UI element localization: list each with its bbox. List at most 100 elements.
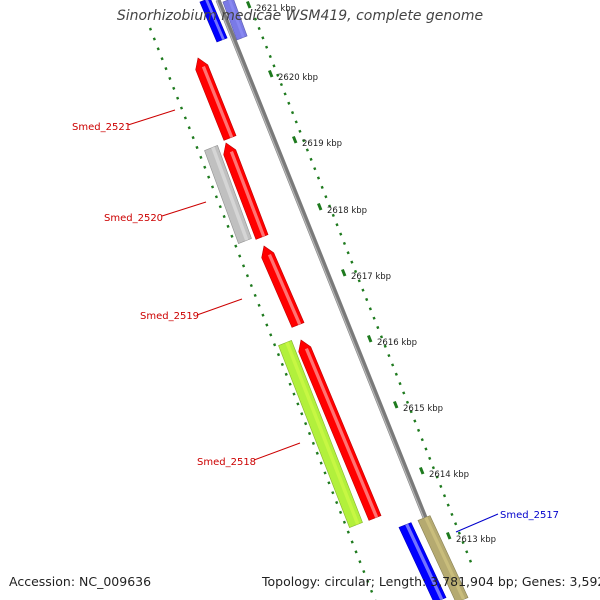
guide-dot: [179, 106, 184, 110]
gene-smed-2517-shine: [405, 523, 444, 600]
scale-tick: [292, 135, 298, 144]
guide-dot: [261, 36, 265, 40]
gene-smed-2521-shine: [201, 66, 234, 138]
guide-dot: [331, 491, 335, 495]
guide-dot: [218, 205, 222, 209]
guide-dot: [383, 344, 387, 348]
guide-dot: [353, 269, 358, 274]
guide-dot: [316, 176, 321, 180]
gene-tan-bottom-body: [417, 515, 469, 600]
scale-tick: [246, 0, 252, 9]
gene-smed-2520-red-body: [223, 142, 269, 240]
guide-dot: [172, 86, 176, 90]
guide-dot: [269, 333, 273, 337]
guide-dot: [346, 530, 350, 534]
gene-features: [195, 0, 469, 600]
scale-tick: [419, 466, 425, 475]
tick-label: 2616 kbp: [377, 338, 417, 348]
guide-dot: [409, 410, 413, 414]
gene-label-leader: [253, 442, 301, 461]
guide-dot: [168, 76, 172, 81]
gene-label[interactable]: Smed_2517: [500, 510, 559, 521]
tick-label: 2619 kbp: [302, 139, 342, 149]
guide-dot: [276, 353, 281, 357]
tick-label: 2613 kbp: [456, 535, 496, 545]
guide-dot: [398, 382, 402, 386]
tick-labels: 2621 kbp 2620 kbp 2619 kbp 2618 kbp 2617 kbp…: [256, 4, 496, 545]
guide-dot: [461, 540, 465, 545]
guide-dot: [214, 195, 218, 199]
gene-smed-2519-body: [261, 245, 305, 328]
gene-smed-2520-red-shine: [229, 151, 266, 237]
guide-dot: [457, 531, 461, 535]
guide-dot: [328, 204, 332, 208]
genome-summary-text: Topology: circular; Length: 3,781,904 bp…: [262, 574, 600, 589]
gene-label-leader: [161, 201, 207, 217]
guide-dot: [276, 73, 280, 77]
gene-label[interactable]: Smed_2521: [72, 122, 131, 133]
tick-label: 2620 kbp: [278, 73, 318, 83]
scale-tick: [393, 400, 399, 409]
guide-dot: [287, 101, 291, 105]
tick-label: 2621 kbp: [256, 4, 296, 14]
guide-dot: [245, 274, 250, 278]
guide-dot: [431, 466, 435, 470]
guide-dot: [279, 82, 283, 87]
gene-top-blue-shine: [205, 0, 225, 40]
guide-dot: [272, 64, 276, 68]
scale-tick: [367, 334, 373, 343]
guide-dot: [156, 47, 160, 51]
gene-smed-2519: [261, 245, 305, 328]
left-guide-track: [148, 27, 377, 600]
guide-dot: [350, 540, 354, 544]
guide-dot: [230, 234, 234, 238]
guide-dot: [435, 475, 439, 479]
guide-dot: [319, 461, 323, 465]
guide-dot: [354, 550, 358, 554]
gene-label[interactable]: Smed_2520: [104, 213, 163, 224]
guide-dot: [294, 120, 298, 124]
guide-dot: [335, 500, 339, 505]
gene-smed-2518-red: [298, 339, 382, 521]
guide-dot: [199, 155, 203, 159]
gene-labels: Smed_2521 Smed_2520 Smed_2519 Smed_2518 Smed…: [72, 109, 559, 533]
gene-smed-2519-shine: [267, 253, 302, 325]
guide-dot: [257, 303, 261, 307]
guide-dot: [465, 550, 469, 554]
guide-dot: [442, 494, 447, 498]
guide-dot: [402, 391, 406, 395]
guide-dot: [148, 27, 153, 31]
guide-dot: [292, 392, 296, 396]
guide-dot: [370, 589, 374, 593]
guide-dot: [261, 313, 265, 317]
guide-dot: [413, 419, 417, 423]
guide-dot: [420, 438, 424, 442]
guide-dot: [405, 400, 410, 404]
guide-dot: [446, 503, 450, 507]
gene-smed-2518-body: [278, 340, 363, 528]
guide-dot: [428, 456, 432, 460]
gene-label[interactable]: Smed_2519: [140, 311, 199, 322]
guide-dot: [307, 431, 312, 436]
guide-dot: [358, 560, 362, 564]
guide-dot: [324, 195, 328, 199]
scale-tick: [341, 268, 347, 277]
guide-dot: [357, 279, 361, 283]
guide-dot: [391, 363, 395, 367]
guide-dot: [284, 372, 288, 376]
guide-dot: [160, 57, 164, 61]
gene-smed-2517: [398, 522, 447, 600]
scale-tick: [268, 69, 274, 78]
guide-dot: [176, 96, 180, 100]
gene-label-leader: [127, 109, 176, 126]
guide-dot: [311, 441, 315, 445]
guide-dot: [416, 428, 421, 432]
accession-text: Accession: NC_009636: [9, 574, 152, 589]
guide-dot: [342, 520, 347, 524]
gene-label[interactable]: Smed_2518: [197, 457, 256, 468]
guide-dot: [331, 213, 335, 218]
guide-dot: [238, 254, 242, 258]
scale-tick: [317, 202, 323, 211]
guide-dot: [222, 214, 226, 219]
guide-dot: [327, 481, 331, 485]
